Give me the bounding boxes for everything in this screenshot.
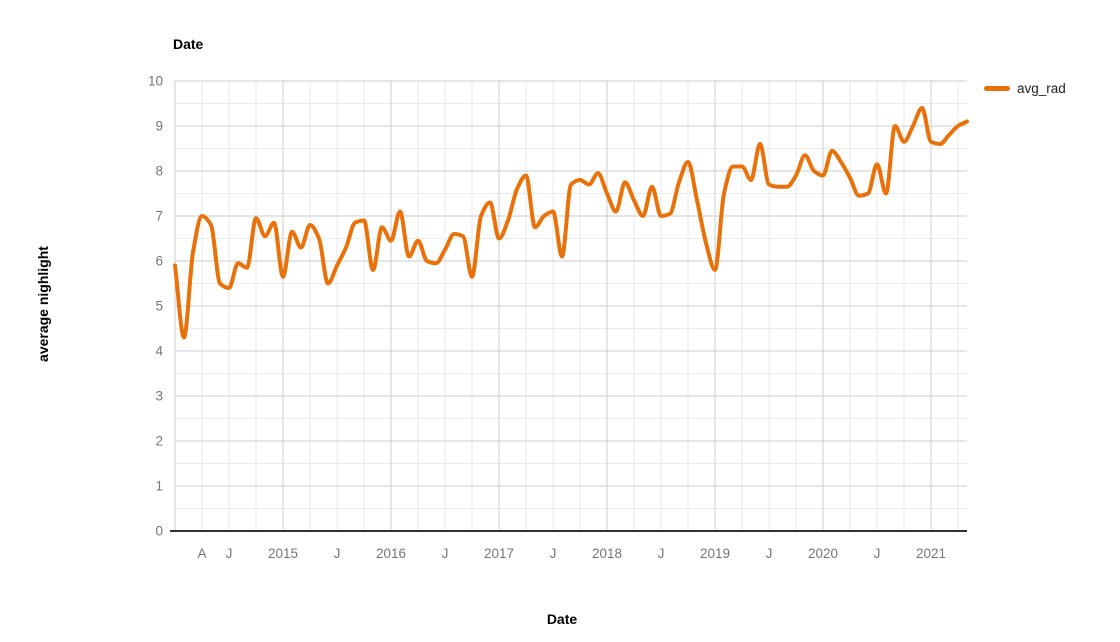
x-tick-label: 2015 (268, 546, 298, 561)
y-tick-label: 1 (155, 479, 163, 494)
chart-title: Date (173, 36, 204, 52)
x-axis-title: Date (546, 611, 578, 627)
x-tick-label: 2017 (484, 546, 514, 561)
x-tick-label: 2020 (808, 546, 838, 561)
y-tick-label: 2 (155, 434, 163, 449)
y-axis-title: average nighlight (35, 246, 51, 362)
x-tick-label: J (658, 546, 665, 561)
y-tick-label: 4 (155, 344, 163, 359)
x-tick-label: 2019 (700, 546, 730, 561)
x-tick-label: J (226, 546, 233, 561)
y-tick-label: 9 (155, 119, 163, 134)
x-tick-label: J (334, 546, 341, 561)
avg-rad-line (173, 106, 969, 340)
y-tick-label: 8 (155, 164, 163, 179)
x-tick-label: J (874, 546, 881, 561)
y-tick-label: 5 (155, 299, 163, 314)
x-tick-label: 2016 (376, 546, 406, 561)
y-tick-label: 3 (155, 389, 163, 404)
x-tick-label: J (442, 546, 449, 561)
x-tick-label: A (197, 546, 206, 561)
x-tick-label: J (550, 546, 557, 561)
x-tick-label: 2018 (592, 546, 622, 561)
y-tick-label: 0 (155, 524, 163, 539)
x-tick-label: J (766, 546, 773, 561)
y-tick-label: 7 (155, 209, 163, 224)
x-tick-label: 2021 (916, 546, 946, 561)
legend: avg_rad (984, 81, 1066, 96)
y-tick-label: 10 (148, 74, 163, 89)
y-tick-label: 6 (155, 254, 163, 269)
legend-line-swatch (984, 86, 1010, 91)
legend-label: avg_rad (1017, 81, 1066, 96)
